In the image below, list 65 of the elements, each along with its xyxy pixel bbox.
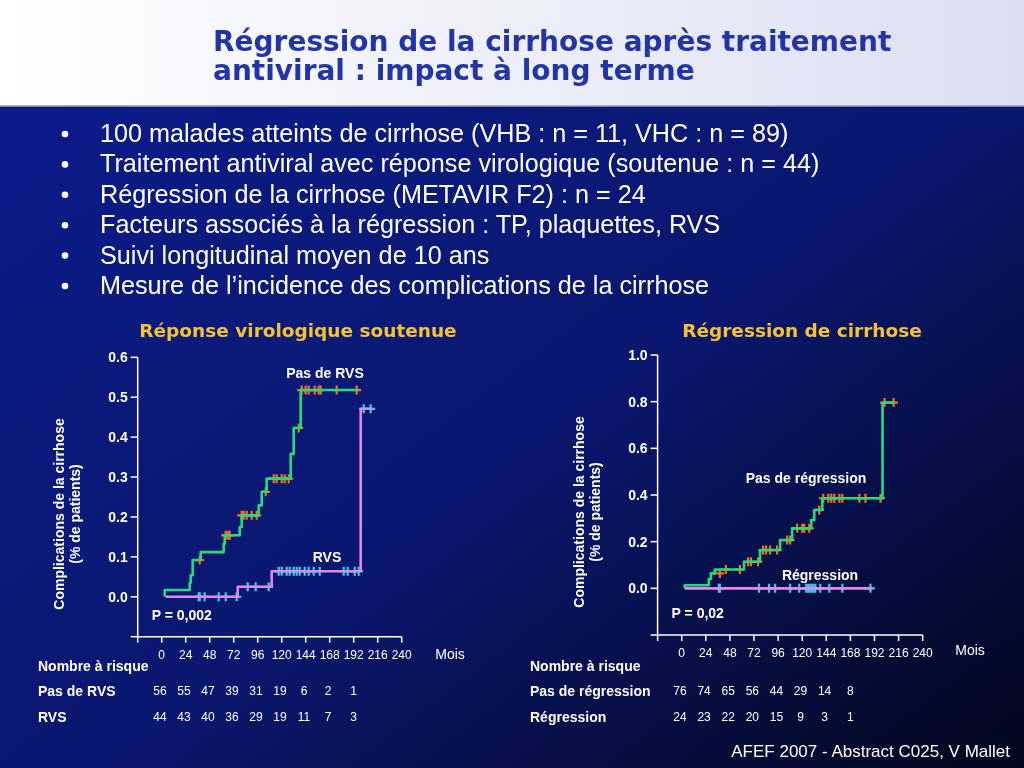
series-label: Régression xyxy=(781,567,859,583)
x-tick-label: 120 xyxy=(792,646,813,660)
x-tick-label: 96 xyxy=(771,646,786,660)
x-tick-label: 144 xyxy=(816,646,837,660)
y-tick-label: 0.5 xyxy=(108,389,128,406)
x-tick-label: 48 xyxy=(203,647,217,662)
x-tick-label: 72 xyxy=(747,646,761,660)
text: AFEF 2007 - Abstract C025, V Mallet xyxy=(731,742,1011,761)
x-tick-label: 216 xyxy=(367,647,389,662)
x-tick-label: 168 xyxy=(319,647,341,662)
series-label: RVS xyxy=(312,549,342,565)
text: 76 74 65 56 44 29 14 8 xyxy=(673,684,854,698)
y-tick-label: 1.0 xyxy=(628,347,648,363)
x-axis-title: Mois xyxy=(955,642,985,658)
y-tick-label: 0.6 xyxy=(628,440,648,457)
y-tick-label: 0.2 xyxy=(108,508,128,525)
text: Facteurs associés à la régression : TP, plaquettes, RVS xyxy=(100,210,721,239)
x-tick-label: 96 xyxy=(251,647,265,662)
text: 100 malades atteints de cirrhose (VHB : n = 11, VHC : n = 89) xyxy=(100,119,789,147)
y-tick-label: 0.0 xyxy=(108,588,128,605)
x-tick-label: 48 xyxy=(723,646,737,660)
annotation: P = 0,02 xyxy=(671,605,725,621)
x-tick-label: 72 xyxy=(227,647,241,662)
x-tick-label: 192 xyxy=(864,646,885,660)
text: Pas de RVS xyxy=(38,683,116,699)
text: RVS xyxy=(38,709,67,725)
x-tick-label: 24 xyxy=(179,647,193,662)
text: Mesure de l’incidence des complications de la cirrhose xyxy=(100,271,710,299)
y-axis-title: Complications de la cirrhose (% de patients) xyxy=(51,418,83,610)
x-tick-label: 24 xyxy=(699,646,713,660)
text: Nombre à risque xyxy=(530,658,641,674)
x-tick-label: 192 xyxy=(343,647,365,662)
text: 56 55 47 39 31 19 6 2 1 xyxy=(153,684,358,698)
y-tick-label: 0.0 xyxy=(628,580,648,597)
chart-title: Réponse virologique soutenue xyxy=(139,320,457,341)
y-tick-label: 0.3 xyxy=(108,469,128,486)
x-tick-label: 0 xyxy=(158,647,166,662)
chart-title: Régression de cirrhose xyxy=(682,320,922,341)
x-tick-label: 216 xyxy=(888,646,909,660)
x-tick-label: 168 xyxy=(840,646,861,660)
y-tick-label: 0.4 xyxy=(628,487,648,503)
text: Pas de régression xyxy=(530,683,651,699)
x-axis-title: Mois xyxy=(435,646,465,662)
x-tick-label: 144 xyxy=(295,647,317,662)
text: 44 43 40 36 29 19 11 7 3 xyxy=(153,710,358,724)
y-tick-label: 0.8 xyxy=(628,393,648,410)
y-tick-label: 0.4 xyxy=(108,429,128,446)
text: Régression de la cirrhose (METAVIR F2) : n = 24 xyxy=(100,179,646,208)
text: 24 23 22 20 15 9 3 1 xyxy=(673,710,854,724)
y-tick-label: 0.6 xyxy=(108,349,128,366)
series-label: Pas de régression xyxy=(745,470,867,486)
y-tick-label: 0.2 xyxy=(628,533,648,550)
annotation: P = 0,002 xyxy=(151,606,212,623)
text: Régression de la cirrhose après traitement antiviral : impact à long terme xyxy=(213,25,892,87)
y-tick-label: 0.1 xyxy=(108,548,128,565)
x-tick-label: 240 xyxy=(912,646,934,660)
text: Traitement antiviral avec réponse virologique (soutenue : n = 44) xyxy=(100,149,820,178)
text: Régression xyxy=(530,709,607,725)
series-label: Pas de RVS xyxy=(286,365,364,381)
x-tick-label: 240 xyxy=(391,647,413,662)
text: Suivi longitudinal moyen de 10 ans xyxy=(100,240,490,269)
text: Nombre à risque xyxy=(38,658,149,674)
x-tick-label: 0 xyxy=(678,646,686,660)
x-tick-label: 120 xyxy=(271,647,293,662)
y-axis-title: Complications de la cirrhose (% de patients) xyxy=(571,416,603,608)
